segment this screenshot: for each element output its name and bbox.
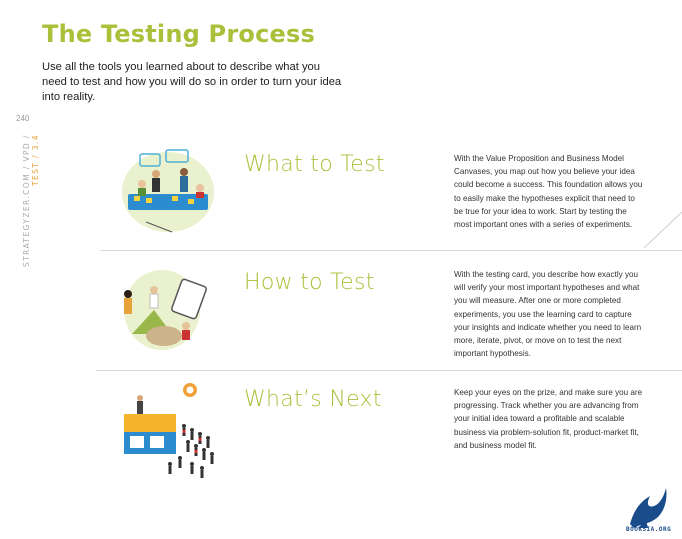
section-title: What to Test: [244, 152, 385, 177]
logo-wordmark: BOOKSIA.ORG: [626, 526, 672, 533]
section-description: With the Value Proposition and Business …: [454, 154, 643, 230]
side-label-path: STRATEGYZER.COM / VPD /: [22, 134, 31, 267]
intro-paragraph: Use all the tools you learned about to d…: [42, 61, 342, 103]
section-description: Keep your eyes on the prize, and make su…: [454, 388, 643, 450]
bird-logo-icon: [630, 488, 667, 528]
section-title: How to Test: [244, 270, 375, 295]
side-running-label: STRATEGYZER.COM / VPD / TEST / 3.4: [22, 134, 40, 284]
section-title: What’s Next: [244, 387, 382, 412]
crowd-progress-illustration: [124, 383, 214, 478]
decorative-corner-line: [643, 211, 682, 249]
section-divider: [96, 370, 682, 371]
page-title: The Testing Process: [42, 20, 315, 48]
team-workshop-illustration: [122, 149, 214, 233]
page-number: 240: [16, 114, 30, 123]
section-description: With the testing card, you describe how …: [454, 270, 642, 359]
side-label-chapter: TEST / 3.4: [31, 134, 40, 186]
experiment-illustration: [124, 270, 207, 350]
section-divider: [100, 250, 682, 251]
